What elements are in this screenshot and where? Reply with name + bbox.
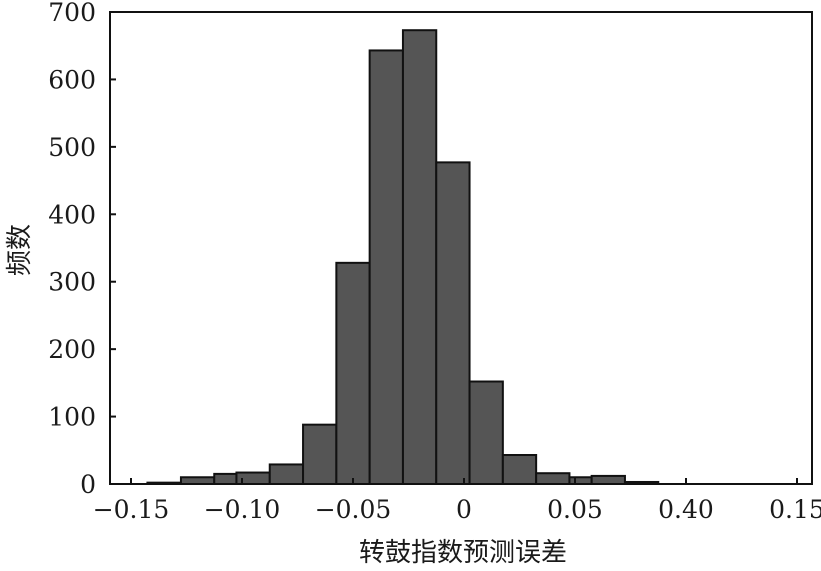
histogram-bar	[368, 49, 404, 485]
y-tick-label: 400	[48, 200, 96, 229]
histogram-bar	[401, 29, 438, 485]
y-tick-label: 700	[48, 0, 96, 27]
x-tick-label: 0.40	[658, 495, 714, 524]
histogram-bar	[535, 472, 571, 485]
y-axis-title: 频数	[5, 224, 35, 276]
y-tick-label: 300	[48, 268, 96, 297]
histogram-bar	[302, 423, 338, 486]
histogram-bar	[335, 261, 371, 485]
y-tick-label: 600	[48, 65, 96, 94]
histogram-bar	[590, 474, 626, 485]
x-axis-title: 转鼓指数预测误差	[359, 538, 567, 568]
y-tick-label: 100	[48, 403, 96, 432]
y-tick-label: 500	[48, 133, 96, 162]
histogram-bar	[179, 476, 216, 485]
histogram-bar	[268, 463, 305, 485]
y-tick-label: 200	[48, 335, 96, 364]
x-tick-label: 0.15	[769, 495, 821, 524]
histogram-bar	[435, 161, 471, 485]
x-tick-label: −0.15	[93, 495, 170, 524]
plot-frame	[109, 11, 813, 485]
histogram-bar	[468, 380, 504, 486]
bars-group	[146, 29, 660, 486]
x-tick-label: 0	[456, 495, 472, 524]
histogram-bar	[568, 476, 593, 485]
histogram-bar	[501, 454, 538, 485]
histogram-bar	[213, 472, 238, 485]
x-tick-label: −0.10	[204, 495, 281, 524]
axes-group: 0 100 200 300 400 500 600 700 −0.15 −0.10 −0.05 0 0.…	[48, 0, 821, 524]
y-tick-label: 0	[80, 470, 96, 499]
x-tick-label: 0.05	[547, 495, 603, 524]
x-tick-label: −0.05	[315, 495, 392, 524]
